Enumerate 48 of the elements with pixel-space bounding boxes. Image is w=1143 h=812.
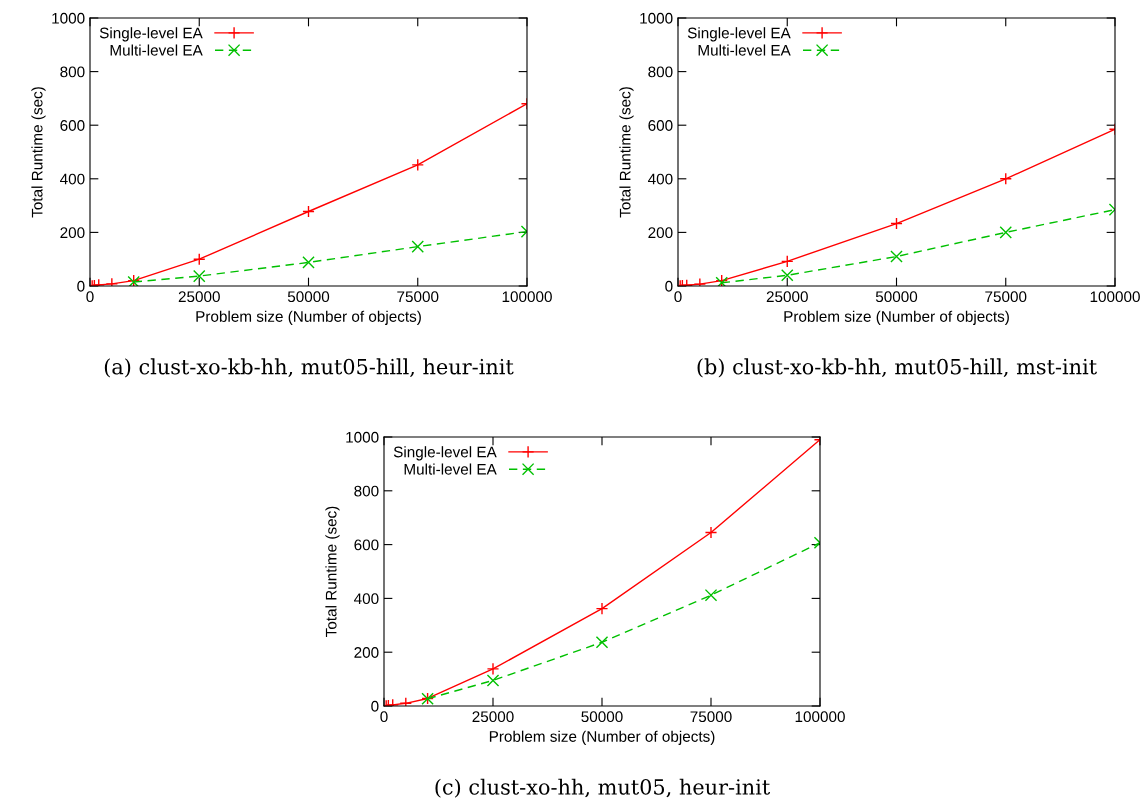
- y-tick-label: 1000: [346, 431, 379, 443]
- x-tick-label: 75000: [397, 291, 439, 303]
- y-tick-label: 0: [371, 700, 379, 712]
- x-tick-label: 0: [380, 711, 388, 723]
- x-tick-label: 100000: [795, 711, 845, 723]
- x-tick-label: 100000: [1090, 291, 1140, 303]
- x-tick-label: 75000: [690, 711, 732, 723]
- y-axis-title: Total Runtime (sec): [619, 87, 634, 218]
- x-tick-label: 0: [674, 291, 682, 303]
- y-tick-label: 600: [60, 120, 85, 131]
- x-axis-title: Problem size (Number of objects): [489, 730, 715, 745]
- y-tick-label: 400: [354, 593, 379, 605]
- legend-label: Multi-level EA: [404, 463, 497, 475]
- x-tick-label: 50000: [581, 711, 623, 723]
- y-tick-label: 200: [354, 647, 379, 658]
- x-tick-label: 75000: [985, 291, 1027, 303]
- text: (c) clust-xo-hh, mut05, heur-init: [435, 778, 771, 798]
- y-tick-label: 600: [354, 539, 379, 551]
- legend-label: Multi-level EA: [110, 44, 203, 56]
- y-axis-title: Total Runtime (sec): [325, 506, 340, 637]
- x-tick-label: 25000: [472, 711, 514, 723]
- y-tick-label: 400: [648, 173, 673, 185]
- text: (b) clust-xo-kb-hh, mut05-hill, mst-init: [697, 358, 1097, 378]
- x-tick-label: 100000: [502, 291, 552, 303]
- y-tick-label: 800: [648, 66, 673, 78]
- y-tick-label: 200: [60, 227, 85, 239]
- legend-label: Single-level EA: [393, 446, 497, 461]
- text: (a) clust-xo-kb-hh, mut05-hill, heur-init: [104, 358, 514, 378]
- x-tick-label: 25000: [178, 291, 220, 303]
- y-tick-label: 0: [665, 280, 673, 292]
- x-tick-label: 50000: [287, 291, 330, 303]
- y-tick-label: 800: [354, 485, 379, 497]
- x-tick-label: 25000: [766, 291, 808, 303]
- y-tick-label: 1000: [640, 12, 673, 24]
- x-tick-label: 0: [86, 291, 94, 303]
- x-axis-title: Problem size (Number of objects): [784, 310, 1009, 325]
- legend-label: Single-level EA: [687, 27, 791, 42]
- y-tick-label: 1000: [52, 12, 85, 24]
- legend-label: Single-level EA: [99, 27, 203, 42]
- x-tick-label: 50000: [875, 291, 918, 303]
- y-tick-label: 600: [648, 120, 673, 131]
- legend-label: Multi-level EA: [698, 44, 791, 56]
- x-axis-title: Problem size (Number of objects): [196, 310, 421, 325]
- y-tick-label: 0: [77, 280, 85, 292]
- y-tick-label: 200: [648, 227, 673, 239]
- y-tick-label: 800: [60, 66, 85, 78]
- y-tick-label: 400: [60, 173, 85, 185]
- y-axis-title: Total Runtime (sec): [31, 87, 46, 218]
